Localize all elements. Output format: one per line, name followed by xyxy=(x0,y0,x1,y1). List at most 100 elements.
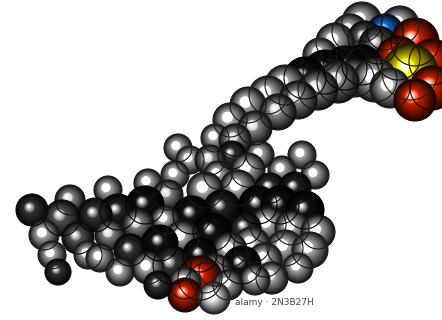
Circle shape xyxy=(288,141,316,169)
Circle shape xyxy=(78,245,95,262)
Circle shape xyxy=(410,40,442,83)
Circle shape xyxy=(355,60,393,98)
Circle shape xyxy=(343,25,350,31)
Circle shape xyxy=(424,80,432,87)
Circle shape xyxy=(161,216,164,218)
Circle shape xyxy=(208,165,225,182)
Circle shape xyxy=(353,12,366,25)
Circle shape xyxy=(342,23,353,35)
Circle shape xyxy=(137,257,155,275)
Circle shape xyxy=(183,153,192,162)
Circle shape xyxy=(233,216,255,238)
Circle shape xyxy=(225,148,234,157)
Circle shape xyxy=(173,143,178,148)
Circle shape xyxy=(27,205,30,208)
Circle shape xyxy=(186,241,212,267)
Circle shape xyxy=(393,55,420,82)
Circle shape xyxy=(81,248,91,257)
Circle shape xyxy=(278,240,286,249)
Circle shape xyxy=(84,204,103,222)
Circle shape xyxy=(293,197,313,218)
Circle shape xyxy=(46,202,77,233)
Circle shape xyxy=(155,237,158,241)
Circle shape xyxy=(260,255,263,258)
Circle shape xyxy=(229,252,252,275)
Circle shape xyxy=(414,70,442,104)
Circle shape xyxy=(283,85,310,112)
Circle shape xyxy=(288,60,320,93)
Circle shape xyxy=(286,256,309,279)
Circle shape xyxy=(80,246,93,260)
Circle shape xyxy=(275,238,290,252)
Circle shape xyxy=(302,242,312,251)
Circle shape xyxy=(224,114,230,120)
Circle shape xyxy=(99,181,114,196)
Circle shape xyxy=(109,261,129,281)
Circle shape xyxy=(301,161,329,189)
Circle shape xyxy=(217,237,241,261)
Circle shape xyxy=(220,170,256,206)
Circle shape xyxy=(227,150,232,155)
Circle shape xyxy=(263,181,273,190)
Circle shape xyxy=(274,162,287,175)
Circle shape xyxy=(238,111,272,145)
Circle shape xyxy=(346,69,358,81)
Circle shape xyxy=(214,200,224,209)
Circle shape xyxy=(255,173,285,203)
Circle shape xyxy=(267,67,301,101)
Circle shape xyxy=(376,36,420,80)
Circle shape xyxy=(304,39,335,70)
Circle shape xyxy=(264,189,294,219)
Circle shape xyxy=(96,253,99,256)
Circle shape xyxy=(198,148,221,171)
Circle shape xyxy=(39,230,42,233)
Circle shape xyxy=(409,93,413,98)
Circle shape xyxy=(88,208,96,216)
Circle shape xyxy=(327,50,361,84)
Circle shape xyxy=(171,227,190,245)
Circle shape xyxy=(101,183,110,192)
Circle shape xyxy=(175,285,191,301)
Circle shape xyxy=(98,222,121,246)
Circle shape xyxy=(48,204,73,229)
Circle shape xyxy=(335,17,363,45)
Circle shape xyxy=(203,126,225,148)
Circle shape xyxy=(180,278,183,281)
Circle shape xyxy=(262,180,274,192)
Circle shape xyxy=(223,128,245,150)
Circle shape xyxy=(335,57,349,72)
Circle shape xyxy=(248,143,270,165)
Circle shape xyxy=(292,232,328,268)
Circle shape xyxy=(286,60,322,95)
Circle shape xyxy=(263,268,278,284)
Circle shape xyxy=(26,204,32,210)
Circle shape xyxy=(168,167,179,179)
Circle shape xyxy=(365,31,388,55)
Circle shape xyxy=(187,265,208,286)
Circle shape xyxy=(240,265,270,295)
Circle shape xyxy=(418,74,442,98)
Circle shape xyxy=(302,216,333,247)
Circle shape xyxy=(113,265,122,274)
Circle shape xyxy=(213,103,247,137)
Circle shape xyxy=(132,219,138,225)
Circle shape xyxy=(390,52,425,87)
Circle shape xyxy=(259,215,273,229)
Circle shape xyxy=(197,147,222,172)
Circle shape xyxy=(227,177,244,194)
Circle shape xyxy=(151,277,162,289)
Circle shape xyxy=(412,68,442,106)
Circle shape xyxy=(159,186,173,200)
Circle shape xyxy=(242,267,267,292)
Circle shape xyxy=(277,76,287,86)
Circle shape xyxy=(194,179,211,196)
Circle shape xyxy=(383,8,415,40)
Circle shape xyxy=(260,178,277,195)
Circle shape xyxy=(168,138,186,156)
Circle shape xyxy=(154,247,189,282)
Circle shape xyxy=(164,164,184,184)
Circle shape xyxy=(251,146,266,161)
Circle shape xyxy=(16,194,48,226)
Circle shape xyxy=(226,131,239,144)
Circle shape xyxy=(345,26,348,30)
